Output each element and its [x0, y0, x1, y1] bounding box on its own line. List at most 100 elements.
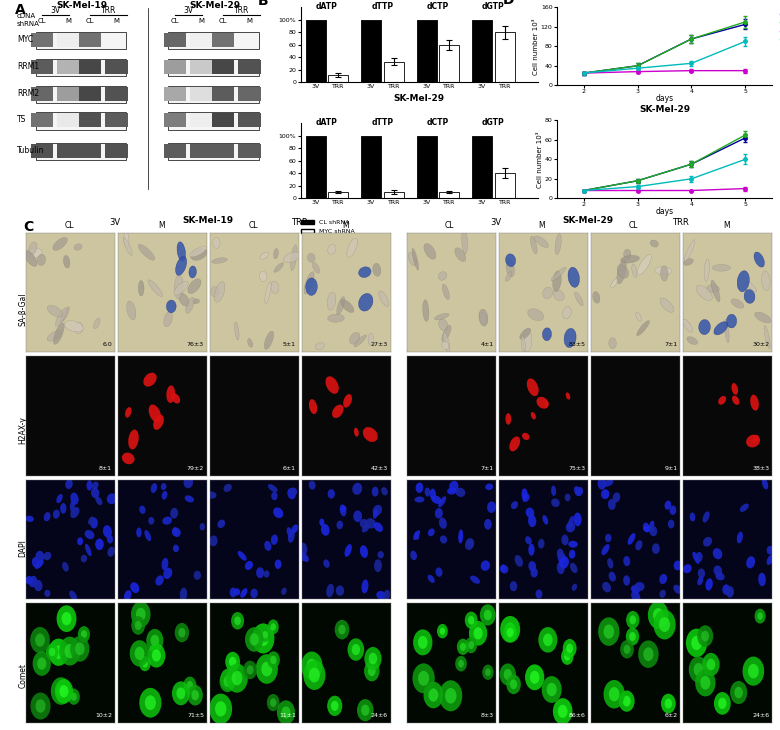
Ellipse shape: [34, 580, 43, 591]
Ellipse shape: [35, 560, 44, 569]
Ellipse shape: [336, 520, 343, 529]
Ellipse shape: [565, 493, 570, 502]
Ellipse shape: [172, 528, 181, 537]
Ellipse shape: [176, 256, 186, 275]
Ellipse shape: [482, 664, 494, 680]
Ellipse shape: [510, 680, 517, 689]
Ellipse shape: [364, 647, 381, 670]
Ellipse shape: [523, 493, 530, 502]
Ellipse shape: [174, 274, 183, 299]
Ellipse shape: [90, 518, 98, 529]
Ellipse shape: [447, 488, 456, 494]
Ellipse shape: [690, 512, 695, 521]
Ellipse shape: [264, 331, 274, 350]
Bar: [384, 192, 404, 199]
Ellipse shape: [669, 505, 676, 515]
Ellipse shape: [37, 658, 46, 669]
Ellipse shape: [291, 524, 298, 534]
Bar: [238, 113, 261, 127]
Text: CL: CL: [171, 18, 179, 23]
Ellipse shape: [65, 320, 83, 332]
Ellipse shape: [624, 249, 631, 259]
Ellipse shape: [319, 518, 324, 526]
Ellipse shape: [608, 572, 616, 582]
Ellipse shape: [277, 700, 295, 725]
Text: dATP: dATP: [316, 2, 338, 11]
Ellipse shape: [553, 290, 564, 301]
Bar: [58, 144, 80, 158]
Text: 8±1: 8±1: [99, 466, 112, 471]
Ellipse shape: [541, 676, 562, 703]
Ellipse shape: [148, 280, 162, 296]
Ellipse shape: [737, 531, 743, 543]
Ellipse shape: [523, 329, 532, 352]
Ellipse shape: [75, 322, 83, 334]
Ellipse shape: [144, 372, 157, 387]
Ellipse shape: [35, 634, 45, 647]
Ellipse shape: [570, 563, 577, 573]
Bar: [384, 61, 404, 82]
Ellipse shape: [693, 552, 700, 564]
Ellipse shape: [602, 582, 611, 593]
Ellipse shape: [131, 616, 145, 635]
Ellipse shape: [335, 585, 344, 596]
Ellipse shape: [226, 664, 248, 693]
Ellipse shape: [173, 545, 179, 553]
Ellipse shape: [261, 661, 272, 677]
Ellipse shape: [605, 534, 612, 542]
Ellipse shape: [557, 562, 565, 574]
Ellipse shape: [70, 493, 79, 504]
Ellipse shape: [63, 255, 70, 268]
Ellipse shape: [412, 248, 419, 270]
Ellipse shape: [746, 434, 760, 447]
Ellipse shape: [231, 612, 244, 629]
Ellipse shape: [147, 643, 165, 668]
Text: SA-β-Gal: SA-β-Gal: [18, 293, 27, 326]
Ellipse shape: [75, 642, 84, 656]
Ellipse shape: [309, 399, 317, 414]
Ellipse shape: [66, 479, 73, 489]
X-axis label: days: days: [655, 94, 673, 104]
Ellipse shape: [620, 640, 634, 658]
Ellipse shape: [69, 591, 77, 601]
Ellipse shape: [128, 429, 139, 450]
Ellipse shape: [62, 612, 72, 626]
Ellipse shape: [659, 574, 667, 584]
Ellipse shape: [215, 702, 226, 716]
Ellipse shape: [534, 236, 548, 247]
Text: B: B: [258, 0, 268, 8]
Bar: [238, 87, 261, 101]
Bar: [190, 60, 213, 74]
Ellipse shape: [636, 320, 650, 336]
Bar: [58, 113, 80, 127]
Ellipse shape: [526, 507, 534, 518]
Ellipse shape: [354, 335, 367, 347]
Ellipse shape: [413, 664, 434, 694]
Ellipse shape: [340, 505, 346, 512]
Ellipse shape: [537, 397, 548, 409]
Ellipse shape: [509, 437, 520, 451]
Text: M: M: [538, 221, 545, 230]
Text: 3V: 3V: [51, 6, 61, 15]
Text: 75±3: 75±3: [569, 466, 586, 471]
Ellipse shape: [530, 236, 537, 254]
Ellipse shape: [703, 537, 712, 547]
Ellipse shape: [536, 589, 542, 599]
Ellipse shape: [55, 307, 67, 326]
Ellipse shape: [189, 266, 197, 278]
Ellipse shape: [337, 296, 345, 315]
Text: 6.0: 6.0: [102, 342, 112, 347]
Bar: [168, 59, 259, 76]
Ellipse shape: [271, 623, 276, 631]
Ellipse shape: [574, 486, 581, 496]
Ellipse shape: [631, 585, 640, 594]
Ellipse shape: [232, 671, 243, 685]
Bar: [439, 192, 459, 199]
Ellipse shape: [457, 639, 469, 655]
Ellipse shape: [611, 279, 618, 288]
Ellipse shape: [629, 632, 636, 641]
Ellipse shape: [456, 488, 466, 497]
Ellipse shape: [211, 286, 219, 297]
Ellipse shape: [92, 482, 98, 489]
Ellipse shape: [569, 541, 578, 548]
